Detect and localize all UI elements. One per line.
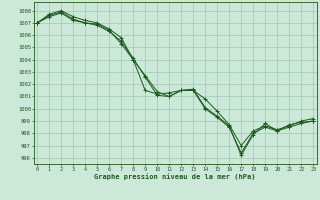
X-axis label: Graphe pression niveau de la mer (hPa): Graphe pression niveau de la mer (hPa) (94, 173, 256, 180)
